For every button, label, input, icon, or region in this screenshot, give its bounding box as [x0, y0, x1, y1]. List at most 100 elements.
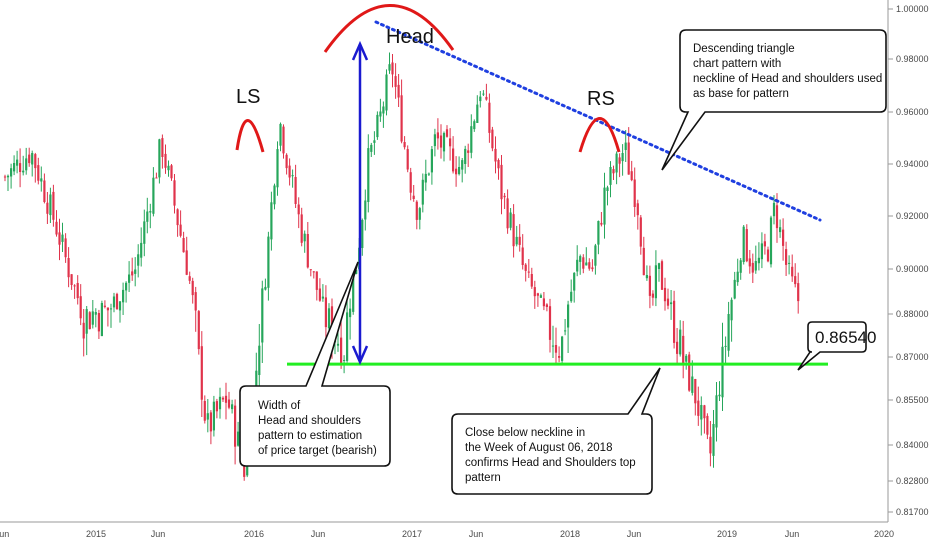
candle-body: [409, 172, 412, 193]
candle-body: [388, 64, 391, 71]
candle-body: [424, 173, 427, 183]
candle-body: [112, 296, 116, 308]
candle-body: [688, 354, 691, 391]
candle-body: [782, 229, 785, 246]
candle-body: [309, 269, 312, 271]
candle-body: [394, 76, 397, 87]
candle-body: [679, 329, 682, 355]
time-tick-label: Jun: [469, 529, 484, 539]
price-tick-label: 0.81700: [896, 507, 929, 517]
candle-body: [473, 121, 476, 130]
candle-body: [485, 96, 488, 100]
candle-body: [433, 134, 436, 147]
candle-body: [763, 241, 766, 247]
candle-body: [461, 160, 464, 170]
close-callout-line-4: pattern: [465, 472, 501, 484]
price-tick-label: 0.88000: [896, 309, 929, 319]
candle-body: [727, 314, 730, 351]
candle-body: [642, 247, 645, 276]
candle-body: [255, 370, 258, 394]
candle-body: [739, 260, 742, 273]
time-tick-label: 2015: [86, 529, 106, 539]
candle-body: [279, 123, 282, 146]
candle-body: [203, 401, 206, 421]
candle-body: [49, 194, 52, 216]
time-tick-label: 2018: [560, 529, 580, 539]
candle-body: [55, 221, 58, 235]
candle-body: [657, 263, 661, 269]
candle-body: [558, 356, 561, 358]
candle-body: [530, 274, 533, 287]
candle-body: [479, 96, 482, 102]
candle-body: [554, 345, 558, 353]
candle-body: [494, 148, 497, 162]
candle-body: [267, 236, 270, 288]
candle-body: [16, 159, 19, 166]
candle-body: [397, 84, 400, 98]
candle-body: [291, 175, 294, 177]
candle-body: [294, 177, 297, 204]
candle-body: [100, 303, 103, 337]
candle-body: [627, 142, 630, 175]
candle-body: [533, 287, 536, 297]
price-tick-label: 0.90000: [896, 264, 929, 274]
candle-body: [164, 153, 167, 168]
candle-body: [442, 133, 446, 152]
candle-body: [576, 259, 579, 272]
candle-body: [648, 275, 651, 296]
candle-body: [515, 236, 518, 245]
close-callout-line-3: confirms Head and Shoulders top: [465, 457, 636, 469]
candle-body: [663, 287, 667, 302]
candle-body: [733, 279, 736, 299]
candle-body: [270, 202, 273, 240]
candle-body: [439, 135, 443, 148]
head-arc: [323, 4, 455, 53]
candle-body: [34, 154, 37, 169]
candle-body: [412, 195, 415, 199]
candle-body: [297, 204, 300, 215]
candle-body: [312, 271, 315, 273]
candle-body: [536, 293, 539, 296]
close-callout: Close below neckline in the Week of Augu…: [451, 367, 661, 495]
candle-body: [109, 308, 113, 310]
triangle-callout: Descending triangle chart pattern with n…: [661, 29, 887, 171]
candle-body: [131, 271, 134, 276]
candle-body: [37, 165, 40, 181]
candle-body: [452, 148, 455, 172]
candle-body: [791, 266, 794, 277]
price-tick-label: 0.84000: [896, 440, 929, 450]
candle-body: [224, 395, 228, 403]
candle-body: [379, 111, 382, 117]
candle-body: [88, 312, 91, 329]
candle-body: [660, 261, 664, 290]
candle-body: [288, 165, 291, 178]
candle-body: [167, 165, 170, 171]
candle-body: [445, 129, 449, 137]
candle-body: [467, 150, 470, 153]
price-tick-label: 0.96000: [896, 107, 929, 117]
candle-body: [542, 298, 545, 307]
time-axis-ticks: Jun 2015 Jun 2016 Jun 2017 Jun 2018 Jun 2019 Jun 20…: [0, 529, 894, 539]
candle-body: [40, 178, 43, 182]
candle-body: [373, 140, 376, 143]
candle-body: [400, 95, 403, 142]
candle-body: [152, 177, 155, 214]
candle-body: [582, 257, 585, 269]
candle-body: [67, 258, 70, 278]
price-tick-label: 0.94000: [896, 159, 929, 169]
candle-body: [173, 180, 176, 206]
candle-body: [591, 267, 594, 270]
candle-body: [685, 355, 688, 362]
width-callout-line-3: pattern to estimation: [258, 430, 362, 442]
candle-body: [676, 341, 679, 354]
candle-body: [391, 62, 394, 75]
candle-body: [615, 153, 618, 173]
candle-body: [570, 291, 573, 302]
triangle-callout-line-4: as base for pattern: [693, 88, 789, 100]
candle-body: [624, 142, 627, 150]
close-callout-line-2: the Week of August 06, 2018: [465, 442, 612, 454]
candle-body: [155, 177, 158, 179]
candle-body: [264, 286, 267, 290]
candle-body: [106, 307, 109, 311]
